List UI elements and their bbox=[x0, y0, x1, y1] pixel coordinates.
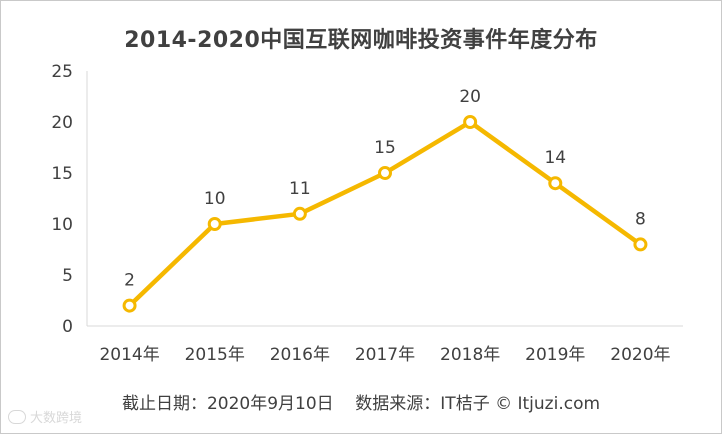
data-label: 10 bbox=[204, 189, 226, 209]
data-point bbox=[378, 166, 392, 180]
x-tick-label: 2020年 bbox=[610, 345, 670, 365]
data-point bbox=[292, 206, 307, 221]
cutoff-date-text: 截止日期：2020年9月10日 bbox=[121, 394, 334, 414]
data-source-text: 数据来源：IT桔子 © Itjuzi.com bbox=[355, 394, 601, 414]
x-tick-label: 2015年 bbox=[185, 345, 245, 365]
data-label: 20 bbox=[459, 87, 481, 107]
x-tick-label: 2018年 bbox=[440, 345, 500, 365]
data-label: 14 bbox=[544, 148, 566, 168]
x-tick-label: 2014年 bbox=[99, 345, 159, 365]
x-tick-label: 2019年 bbox=[525, 345, 585, 365]
data-label: 11 bbox=[289, 179, 311, 199]
data-point bbox=[122, 298, 137, 313]
data-point bbox=[207, 217, 222, 231]
watermark-logo-icon bbox=[8, 409, 26, 424]
y-tick-label: 20 bbox=[51, 113, 73, 133]
y-tick-label: 25 bbox=[51, 62, 73, 82]
x-tick-label: 2016年 bbox=[270, 345, 330, 365]
chart-footer: 截止日期：2020年9月10日 数据来源：IT桔子 © Itjuzi.com bbox=[0, 389, 722, 414]
y-tick-label: 5 bbox=[62, 266, 73, 286]
chart-title: 2014-2020中国互联网咖啡投资事件年度分布 bbox=[124, 28, 598, 53]
data-point bbox=[633, 237, 648, 252]
data-point bbox=[463, 115, 478, 129]
y-tick-label: 10 bbox=[51, 215, 73, 235]
watermark: 大数跨境 bbox=[8, 407, 82, 426]
data-point bbox=[548, 176, 563, 191]
data-label: 8 bbox=[635, 209, 646, 229]
y-tick-label: 0 bbox=[62, 317, 73, 337]
watermark-text: 大数跨境 bbox=[30, 411, 83, 426]
y-tick-label: 15 bbox=[51, 164, 73, 184]
x-tick-label: 2017年 bbox=[355, 345, 415, 365]
data-label: 15 bbox=[374, 138, 396, 158]
data-label: 2 bbox=[124, 271, 135, 291]
